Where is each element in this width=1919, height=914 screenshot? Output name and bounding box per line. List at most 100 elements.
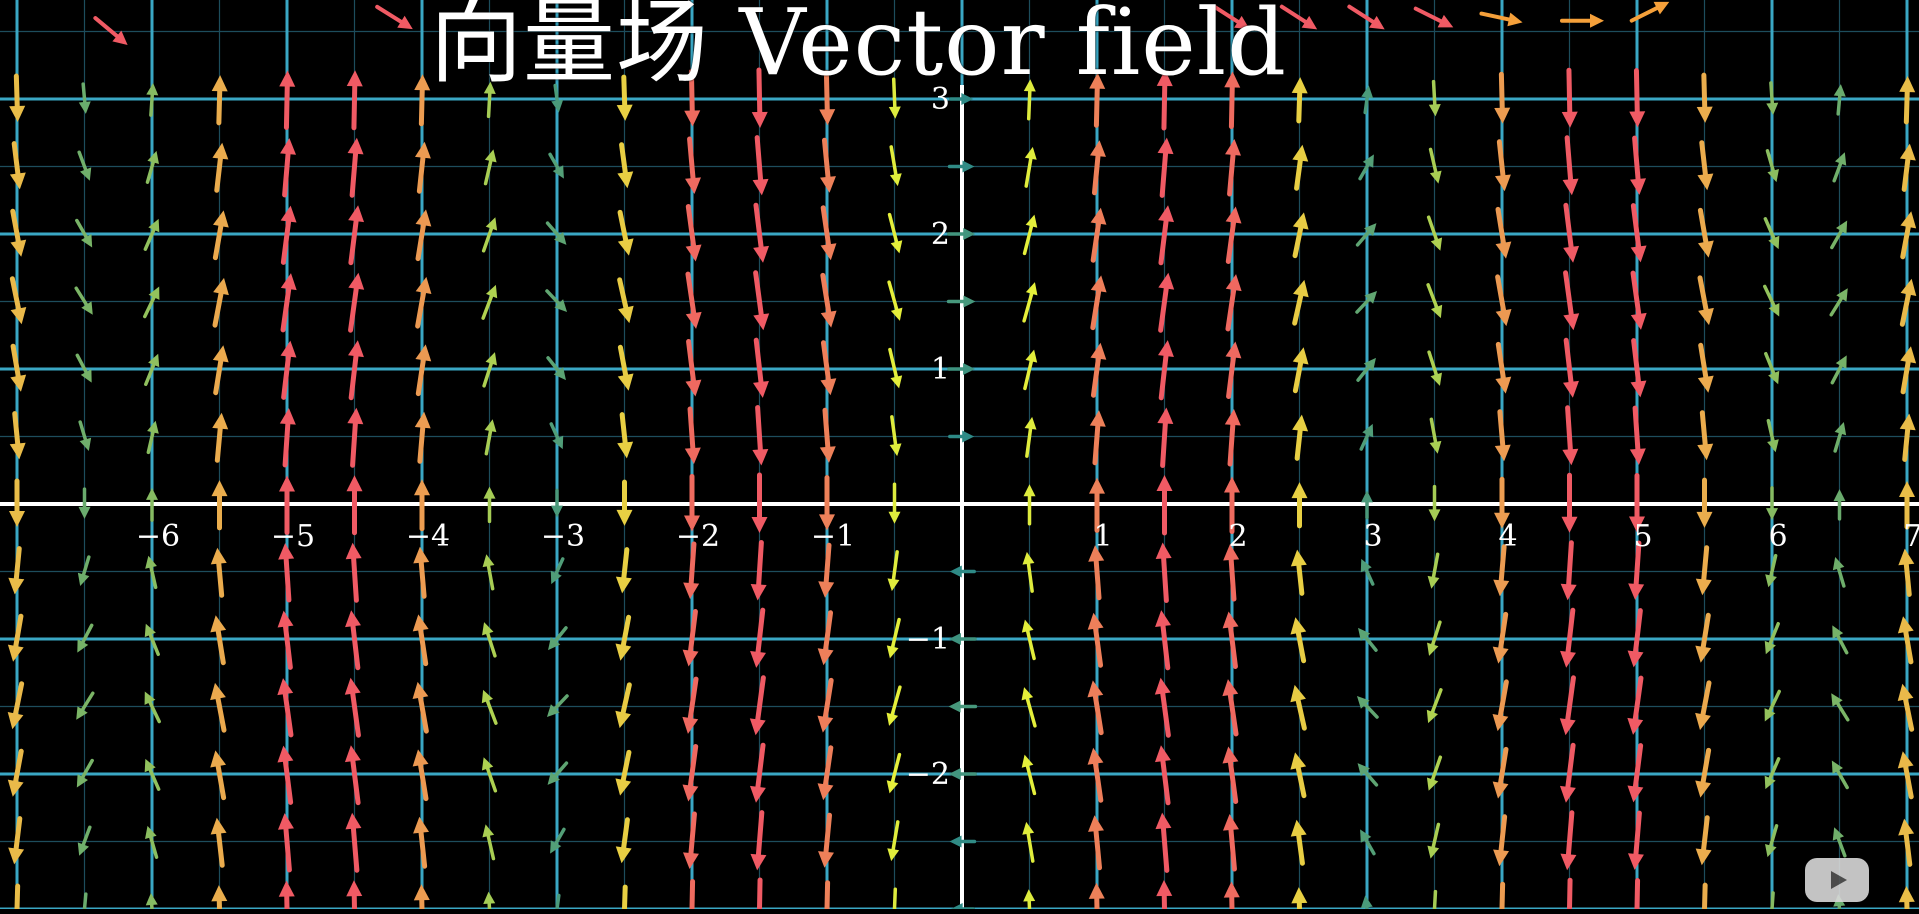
- arrow-head: [1629, 111, 1646, 128]
- arrow-head: [1764, 640, 1776, 655]
- arrow-head: [752, 448, 769, 466]
- vector-arrow: [9, 411, 26, 460]
- arrow-head: [10, 374, 27, 392]
- arrow-shaft: [417, 756, 429, 802]
- vector-arrow: [1495, 206, 1512, 259]
- arrow-shaft: [1634, 878, 1641, 914]
- vector-arrow: [1832, 152, 1847, 183]
- arrow-head: [1222, 679, 1239, 697]
- arrow-head: [345, 542, 362, 560]
- vector-arrow: [211, 480, 228, 531]
- arrow-shaft: [890, 415, 898, 448]
- x-tick-label: 6: [1768, 519, 1787, 554]
- vector-arrow: [946, 295, 976, 308]
- vector-arrow: [1225, 206, 1242, 264]
- vector-arrow: [545, 289, 568, 313]
- vector-arrow: [621, 884, 628, 914]
- vector-arrow: [212, 345, 229, 396]
- vector-arrow: [1628, 540, 1645, 600]
- x-tick-label: 2: [1228, 519, 1247, 554]
- arrow-shaft: [216, 82, 223, 126]
- vector-arrow: [750, 810, 767, 871]
- arrow-head: [1362, 154, 1374, 168]
- arrow-shaft: [1766, 418, 1776, 445]
- arrow-head: [1697, 240, 1714, 258]
- arrow-shaft: [349, 617, 361, 671]
- arrow-shaft: [1363, 836, 1376, 856]
- arrow-head: [1627, 650, 1644, 668]
- arrow-head: [617, 238, 634, 256]
- vector-arrow: [348, 205, 365, 266]
- arrow-shaft: [1697, 275, 1710, 318]
- arrow-shaft: [1497, 611, 1509, 657]
- vector-arrow: [1224, 71, 1241, 130]
- arrow-head: [547, 771, 560, 785]
- arrow-head: [1832, 625, 1844, 639]
- vector-arrow: [1897, 616, 1914, 665]
- vector-arrow: [8, 816, 25, 865]
- arrow-head: [550, 840, 562, 854]
- arrow-head: [1494, 444, 1511, 462]
- arrow-head: [147, 150, 159, 165]
- vector-arrow: [1024, 416, 1037, 458]
- arrow-head: [1898, 548, 1915, 566]
- vector-arrow: [1223, 813, 1239, 872]
- arrow-shaft: [1225, 281, 1238, 332]
- vector-arrow: [1492, 679, 1509, 732]
- arrow-head: [616, 104, 633, 121]
- arrow-head: [1899, 481, 1915, 498]
- vector-arrow: [93, 16, 128, 45]
- arrow-shaft: [1829, 294, 1845, 317]
- arrow-head: [1291, 482, 1308, 499]
- vector-arrow: [887, 820, 900, 862]
- arrow-shaft: [1026, 560, 1034, 593]
- vector-arrow: [1156, 70, 1173, 131]
- vector-arrow: [211, 885, 228, 914]
- vector-arrow: [481, 284, 498, 320]
- arrow-shaft: [1632, 743, 1644, 795]
- vector-arrow: [947, 228, 976, 240]
- arrow-shaft: [81, 82, 87, 106]
- arrow-shaft: [1699, 612, 1711, 656]
- vector-arrow: [1630, 338, 1647, 398]
- arrow-shaft: [549, 422, 561, 442]
- vector-arrow: [1499, 881, 1506, 914]
- arrow-head: [1493, 849, 1510, 867]
- arrow-shaft: [1630, 270, 1643, 323]
- x-tick-label: 5: [1633, 519, 1652, 554]
- arrow-head: [1562, 448, 1579, 466]
- arrow-shaft: [822, 407, 831, 456]
- arrow-shaft: [1566, 877, 1573, 914]
- arrow-shaft: [1227, 618, 1238, 669]
- arrow-head: [1225, 138, 1241, 156]
- arrow-head: [1590, 13, 1604, 28]
- arrow-head: [277, 813, 294, 830]
- arrow-shaft: [348, 347, 360, 401]
- vector-arrow: [546, 356, 566, 381]
- vector-arrow: [819, 475, 835, 531]
- vector-arrow: [1832, 827, 1847, 858]
- arrow-head: [685, 311, 702, 329]
- vector-arrow: [1222, 679, 1239, 737]
- vector-arrow: [1426, 215, 1443, 251]
- arrow-head: [1023, 79, 1036, 92]
- arrow-head: [413, 816, 430, 834]
- arrow-shaft: [10, 343, 22, 385]
- arrow-head: [551, 99, 564, 113]
- arrow-head: [77, 639, 89, 653]
- arrow-shaft: [1699, 747, 1712, 791]
- vector-arrow: [615, 547, 632, 594]
- arrow-head: [820, 176, 836, 193]
- arrow-head: [1090, 140, 1106, 157]
- arrow-head: [397, 15, 413, 30]
- vector-arrow: [1695, 815, 1712, 866]
- vector-arrow: [8, 546, 25, 595]
- vector-arrow: [1898, 818, 1915, 867]
- arrow-head: [1627, 717, 1644, 735]
- vector-arrow: [280, 340, 297, 400]
- arrow-head: [819, 109, 836, 126]
- vector-arrow: [1899, 481, 1915, 530]
- arrow-shaft: [75, 218, 89, 241]
- arrow-head: [1156, 880, 1173, 897]
- vector-arrow: [1494, 139, 1511, 192]
